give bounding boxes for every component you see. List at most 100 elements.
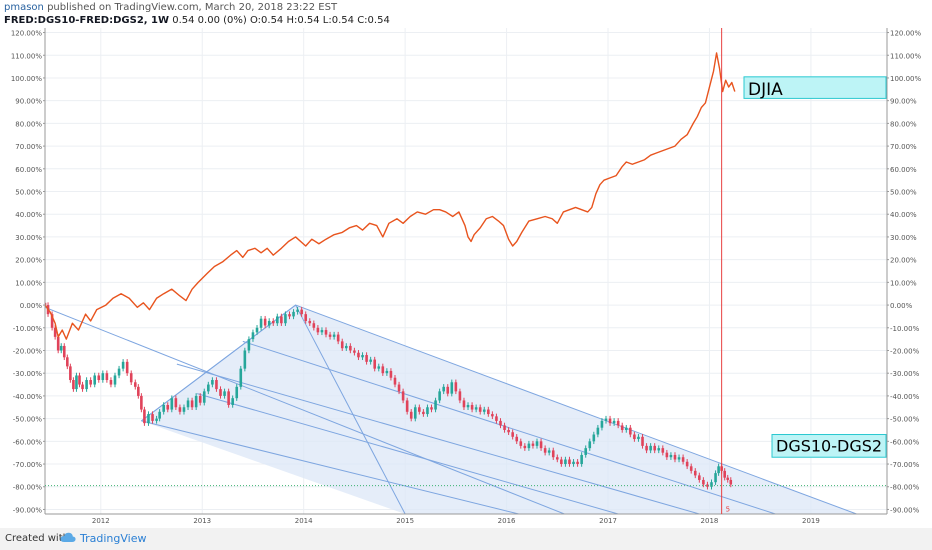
- author-link[interactable]: pmason: [4, 2, 44, 13]
- candle-body: [726, 477, 730, 480]
- candle-body: [85, 380, 88, 390]
- y-tick-label-right: 20.00%: [890, 257, 917, 265]
- candle-body: [689, 466, 693, 471]
- candle-body: [121, 361, 125, 369]
- y-tick-label-left: 40.00%: [15, 211, 42, 219]
- candle-body: [385, 370, 389, 374]
- candle-body: [357, 352, 360, 358]
- candle-body: [45, 302, 47, 306]
- candle-body: [491, 414, 494, 417]
- y-tick-label-right: 100.00%: [890, 75, 921, 83]
- candle-body: [316, 327, 320, 333]
- candle-body: [527, 443, 531, 449]
- candle-body: [454, 382, 458, 392]
- candle-body: [133, 382, 137, 387]
- y-tick-label-left: 120.00%: [11, 30, 42, 38]
- candle-body: [247, 339, 251, 351]
- candle-body: [320, 330, 324, 333]
- published-text: published on TradingView.com, March 20, …: [43, 2, 338, 13]
- candle-body: [698, 475, 701, 480]
- candle-body: [296, 309, 299, 312]
- candle-body: [178, 407, 182, 412]
- regression-channel: [45, 304, 857, 514]
- candle-body: [442, 386, 445, 392]
- y-tick-label-left: -50.00%: [13, 416, 43, 424]
- djia-series-line: [45, 52, 736, 340]
- candle-body: [239, 368, 243, 387]
- candle-body: [604, 418, 608, 421]
- y-tick-label-right: 50.00%: [890, 189, 917, 197]
- y-tick-label-left: -90.00%: [13, 506, 43, 514]
- y-tick-label-right: 70.00%: [890, 143, 917, 151]
- candle-body: [568, 459, 571, 465]
- candle-body: [292, 311, 295, 317]
- candle-body: [543, 448, 547, 453]
- candle-body: [93, 375, 97, 385]
- candle-body: [255, 327, 259, 333]
- candle-body: [170, 398, 174, 410]
- candle-body: [324, 330, 328, 335]
- candle-body: [629, 427, 632, 435]
- candle-body: [717, 466, 720, 474]
- channel-parallel-line: [141, 420, 519, 514]
- candle-body: [702, 479, 705, 485]
- bar-marker-label: 5: [726, 505, 730, 513]
- candle-body: [198, 395, 202, 403]
- candle-body: [616, 420, 620, 426]
- candle-body: [66, 357, 69, 367]
- candle-body: [280, 316, 283, 324]
- candle-body: [381, 366, 385, 374]
- candle-body: [608, 418, 612, 424]
- candle-body: [59, 345, 63, 351]
- y-tick-label-left: -30.00%: [13, 370, 43, 378]
- candle-body: [125, 361, 129, 374]
- y-tick-label-left: 110.00%: [11, 52, 42, 60]
- candle-body: [308, 320, 312, 324]
- djia-label-text: DJIA: [748, 80, 783, 100]
- created-with-text: Created with: [5, 533, 69, 544]
- candle-body: [349, 345, 352, 351]
- y-tick-label-right: -10.00%: [890, 325, 920, 333]
- y-tick-label-right: 90.00%: [890, 98, 917, 106]
- candle-body: [661, 448, 665, 453]
- candle-body: [284, 314, 287, 324]
- candle-body: [446, 386, 450, 394]
- candle-body: [426, 407, 429, 415]
- candle-body: [69, 366, 72, 381]
- candle-body: [462, 400, 466, 408]
- candle-body: [81, 384, 84, 390]
- candle-body: [450, 382, 454, 394]
- channel-parallel-line: [242, 340, 776, 514]
- candle-body: [596, 427, 600, 435]
- y-tick-label-left: -20.00%: [13, 347, 43, 355]
- x-tick-label: 2014: [295, 517, 313, 525]
- candle-body: [202, 391, 206, 403]
- candle-body: [474, 407, 478, 410]
- y-tick-label-left: -80.00%: [13, 484, 43, 492]
- candle-body: [458, 391, 462, 401]
- symbol-name: FRED:DGS10-FRED:DGS2, 1W: [4, 15, 170, 26]
- candle-body: [710, 482, 713, 487]
- candle-body: [547, 450, 551, 453]
- x-tick-label: 2013: [193, 517, 211, 525]
- candle-body: [344, 345, 348, 349]
- candle-body: [653, 445, 656, 451]
- candle-body: [531, 443, 535, 446]
- candle-body: [539, 441, 543, 449]
- candle-body: [117, 368, 121, 376]
- candle-body: [507, 429, 510, 433]
- candle-body: [665, 452, 669, 458]
- chart-area[interactable]: 120.00% 120.00% 110.00% 110.00% 100.00% 100.0…: [0, 0, 932, 528]
- candle-body: [271, 320, 275, 324]
- tradingview-brand[interactable]: TradingView: [80, 532, 147, 545]
- candle-body: [158, 411, 161, 419]
- y-tick-label-right: 30.00%: [890, 234, 917, 242]
- candle-body: [300, 309, 303, 315]
- djia-line: [45, 52, 736, 340]
- candle-body: [312, 323, 316, 328]
- candle-body: [401, 391, 405, 401]
- candle-body: [340, 341, 344, 349]
- channel-fill: [141, 305, 857, 514]
- y-tick-label-right: 60.00%: [890, 166, 917, 174]
- candle-body: [523, 445, 527, 449]
